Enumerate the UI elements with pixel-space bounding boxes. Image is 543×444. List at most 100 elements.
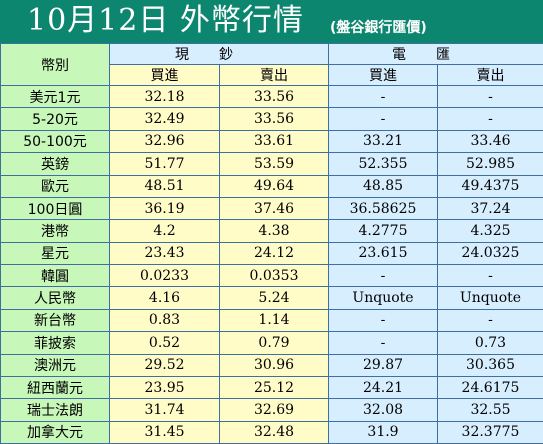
table-row: 英鎊 51.77 53.59 52.355 52.985	[0, 152, 543, 176]
wire-buy-cell: -	[328, 107, 438, 131]
currency-cell: 港幣	[0, 219, 110, 243]
currency-cell: 紐西蘭元	[0, 375, 110, 400]
cash-buy-header: 買進	[109, 64, 220, 86]
currency-cell: 澳洲元	[0, 353, 110, 377]
cash-sell-cell: 1.14	[219, 308, 329, 333]
cash-sell-cell: 4.38	[219, 219, 329, 243]
cash-sell-cell: 32.48	[219, 420, 329, 444]
group-header-row: 幣別 現鈔 電匯	[0, 43, 543, 86]
wire-group-header: 電匯	[328, 43, 543, 65]
wire-buy-cell: -	[328, 84, 438, 109]
cash-buy-cell: 51.77	[109, 152, 220, 176]
cash-buy-cell: 0.83	[109, 308, 220, 333]
cash-sell-cell: 30.96	[219, 353, 329, 377]
currency-cell: 人民幣	[0, 286, 110, 310]
currency-cell: 歐元	[0, 174, 110, 198]
cash-sell-cell: 5.24	[219, 286, 329, 310]
cash-sell-cell: 53.59	[219, 152, 329, 176]
wire-sell-cell: -	[437, 263, 543, 288]
wire-buy-cell: 36.58625	[328, 196, 438, 221]
cash-buy-cell: 0.0233	[109, 263, 220, 288]
wire-sell-cell: 32.3775	[437, 420, 543, 444]
wire-sell-cell: 30.365	[437, 353, 543, 377]
currency-cell: 韓圓	[0, 263, 110, 288]
wire-buy-cell: 31.9	[328, 420, 438, 444]
cash-buy-cell: 31.45	[109, 420, 220, 444]
rate-rows: 美元1元 32.18 33.56- -5-20元 32.49 33.56- -50-100元…	[0, 84, 543, 444]
wire-buy-cell: -	[328, 308, 438, 333]
wire-sell-cell: -	[437, 107, 543, 131]
wire-buy-cell: 23.615	[328, 241, 438, 266]
table-row: 加拿大元 31.45 32.48 31.9 32.3775	[0, 420, 543, 444]
currency-cell: 100日圓	[0, 196, 110, 221]
wire-sell-cell: 33.46	[437, 129, 543, 154]
cash-buy-cell: 32.49	[109, 107, 220, 131]
cash-sell-cell: 25.12	[219, 375, 329, 400]
cash-buy-cell: 4.16	[109, 286, 220, 310]
wire-sell-cell: Unquote	[437, 286, 543, 310]
exchange-rate-table: 幣別 現鈔 電匯 買進 賣出 買進 賣出 美元1元 32.18 33.56- -5-2…	[0, 43, 543, 444]
cash-buy-cell: 48.51	[109, 174, 220, 198]
currency-cell: 英鎊	[0, 152, 110, 176]
cash-buy-cell: 23.43	[109, 241, 220, 266]
table-row: 韓圓 0.0233 0.0353- -	[0, 263, 543, 288]
cash-sell-cell: 24.12	[219, 241, 329, 266]
wire-sell-cell: 52.985	[437, 152, 543, 176]
wire-sell-cell: 24.0325	[437, 241, 543, 266]
wire-buy-cell: -	[328, 331, 438, 355]
wire-buy-cell: 32.08	[328, 398, 438, 422]
cash-buy-cell: 23.95	[109, 375, 220, 400]
table-row: 星元 23.43 24.12 23.615 24.0325	[0, 241, 543, 266]
table-row: 5-20元 32.49 33.56- -	[0, 107, 543, 131]
cash-sell-cell: 33.56	[219, 107, 329, 131]
cash-buy-cell: 4.2	[109, 219, 220, 243]
cash-sell-cell: 33.56	[219, 84, 329, 109]
wire-buy-cell: 33.21	[328, 129, 438, 154]
wire-sell-cell: 32.55	[437, 398, 543, 422]
wire-buy-cell: 52.355	[328, 152, 438, 176]
wire-buy-header: 買進	[328, 64, 438, 86]
table-row: 港幣 4.2 4.38 4.2775 4.325	[0, 219, 543, 243]
wire-buy-cell: 24.21	[328, 375, 438, 400]
table-row: 50-100元 32.96 33.61 33.21 33.46	[0, 129, 543, 154]
wire-sell-cell: 49.4375	[437, 174, 543, 198]
table-row: 歐元 48.51 49.64 48.85 49.4375	[0, 174, 543, 198]
cash-buy-cell: 0.52	[109, 331, 220, 355]
table-row: 瑞士法朗 31.74 32.69 32.08 32.55	[0, 398, 543, 422]
cash-sell-cell: 0.79	[219, 331, 329, 355]
currency-column-header: 幣別	[0, 43, 110, 86]
currency-cell: 新台幣	[0, 308, 110, 333]
wire-buy-cell: 48.85	[328, 174, 438, 198]
currency-cell: 5-20元	[0, 107, 110, 131]
sub-header-row: 買進 賣出 買進 賣出	[1, 64, 543, 86]
page-subtitle: (盤谷銀行匯價)	[330, 20, 427, 36]
table-row: 美元1元 32.18 33.56- -	[0, 84, 543, 109]
table-row: 新台幣 0.83 1.14- -	[0, 308, 543, 333]
currency-cell: 菲披索	[0, 331, 110, 355]
table-row: 澳洲元 29.52 30.96 29.87 30.365	[0, 353, 543, 377]
cash-buy-cell: 29.52	[109, 353, 220, 377]
wire-buy-cell: 4.2775	[328, 219, 438, 243]
table-row: 100日圓 36.19 37.46 36.58625 37.24	[0, 196, 543, 221]
currency-cell: 50-100元	[0, 129, 110, 154]
cash-sell-cell: 0.0353	[219, 263, 329, 288]
cash-sell-cell: 33.61	[219, 129, 329, 154]
cash-sell-cell: 37.46	[219, 196, 329, 221]
table-row: 紐西蘭元 23.95 25.12 24.21 24.6175	[0, 375, 543, 400]
cash-buy-cell: 32.18	[109, 84, 220, 109]
cash-sell-cell: 32.69	[219, 398, 329, 422]
table-row: 菲披索 0.52 0.79-0.73	[0, 331, 543, 355]
page-title: 10月12日 外幣行情	[27, 3, 304, 38]
wire-buy-cell: 29.87	[328, 353, 438, 377]
currency-cell: 美元1元	[0, 84, 110, 109]
wire-buy-cell: -	[328, 263, 438, 288]
cash-buy-cell: 31.74	[109, 398, 220, 422]
currency-cell: 加拿大元	[0, 420, 110, 444]
currency-cell: 星元	[0, 241, 110, 266]
cash-sell-cell: 49.64	[219, 174, 329, 198]
wire-sell-cell: -	[437, 84, 543, 109]
wire-sell-cell: 37.24	[437, 196, 543, 221]
wire-sell-cell: 0.73	[437, 331, 543, 355]
cash-buy-cell: 36.19	[109, 196, 220, 221]
cash-group-header: 現鈔	[109, 43, 329, 65]
